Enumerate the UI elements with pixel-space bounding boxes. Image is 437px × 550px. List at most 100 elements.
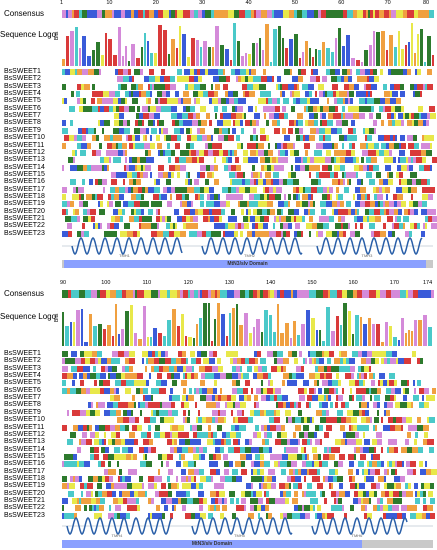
sequence-name: BsSWEET12 [4,148,45,156]
ruler-tick-label: 100 [101,280,111,286]
alignment-row [62,402,434,409]
alignment-row [62,149,437,156]
ruler-tick-label: 20 [152,0,159,6]
sequence-name: BsSWEET21 [4,497,45,504]
helix-wave [311,516,408,536]
alignment-row [62,113,436,120]
helix-wave [191,516,293,536]
sequence-name: BsSWEET8 [4,119,41,127]
alignment-row [62,186,435,193]
transmembrane-helix-track: TMH4 TMH5 TMH6 [62,516,433,538]
sequence-name: BsSWEET5 [4,379,41,387]
sequence-name: BsSWEET10 [4,134,45,142]
sequence-name: BsSWEET1 [4,68,41,75]
alignment-row [62,171,433,178]
alignment-row [62,230,433,237]
helix-wave [201,236,303,256]
sequence-name: BsSWEET22 [4,504,45,512]
ruler-tick-label: 10 [106,0,113,6]
ruler-tick-label: 140 [266,280,276,286]
alignment-row [62,505,433,512]
alignment-row [62,157,437,164]
sequence-name: BsSWEET19 [4,200,45,208]
ruler-tick-label: 130 [224,280,235,286]
sequence-name: BsSWEET20 [4,489,45,497]
alignment-row [62,490,433,497]
sequence-logo [62,300,433,346]
consensus-sequence [62,290,434,298]
helix-wave [71,236,183,256]
alignment-row [62,98,433,105]
sequence-name: BsSWEET10 [4,416,45,424]
sequence-name: BsSWEET21 [4,215,45,222]
sequence-name: BsSWEET2 [4,75,41,83]
sequence-name: BsSWEET11 [4,141,45,149]
alignment-row [62,461,433,468]
ruler-tick-label: 40 [245,0,252,6]
alignment-row [62,201,433,208]
sequence-name: BsSWEET1 [4,350,41,357]
alignment-row [62,395,435,402]
helix-label: TMH4 [112,533,124,538]
ruler-tick-label: 70 [384,0,391,6]
alignment-row [62,105,435,112]
sequence-name: BsSWEET13 [4,156,45,164]
sequence-name: BsSWEET14 [4,445,45,453]
alignment-row [62,512,435,519]
alignment-row [62,164,434,171]
alignment-row [62,439,434,446]
consensus-sequence [62,10,434,18]
sequence-name: BsSWEET7 [4,112,41,120]
alignment-row [62,142,435,149]
position-ruler: 90 100 110 120 130 140 150 160 170 174 [60,280,435,288]
sequence-name: BsSWEET6 [4,104,41,112]
sequence-name: BsSWEET3 [4,82,41,90]
ruler-tick-label: 60 [338,0,345,6]
sequence-name: BsSWEET22 [4,222,45,230]
position-ruler: 1 10 20 30 40 50 60 70 80 [60,0,435,8]
ruler-tick-label: 80 [423,0,430,6]
alignment-row [62,373,433,380]
sequence-name: BsSWEET18 [4,192,45,200]
ruler-tick-label: 120 [183,280,193,286]
sequence-name: BsSWEET23 [4,229,45,237]
sequence-name: BsSWEET11 [4,423,45,431]
alignment-row [62,193,433,200]
sequence-name: BsSWEET19 [4,482,45,490]
sequence-name: BsSWEET13 [4,438,45,446]
ruler-tick-label: 90 [60,280,67,286]
helix-label: TMH3 [362,253,374,258]
alignment-row [62,76,433,83]
alignment-row [62,446,434,453]
helix-label: TMH6 [352,533,364,538]
sequence-name: BsSWEET9 [4,408,41,416]
sequence-name: BsSWEET17 [4,467,45,475]
alignment-row [62,483,434,490]
alignment-row [62,380,433,387]
sequence-name: BsSWEET3 [4,364,41,372]
alignment-row [62,91,433,98]
ruler-tick-label: 110 [142,280,152,286]
alignment-row [62,431,434,438]
alignment-row [62,468,437,475]
alignment-panel-1: Consensus 1 10 20 30 40 50 60 70 80 Sequence Log… [0,0,437,272]
alignment-row [62,216,437,222]
alignment-row [62,223,437,230]
alignment-row [62,453,433,460]
ruler-tick-label: 30 [199,0,206,6]
ruler-tick-label: 170 [389,280,399,286]
alignment-row [62,409,433,416]
ruler-tick-label: 174 [423,280,433,286]
alignment-row [62,69,433,75]
helix-label: TMH2 [244,253,256,258]
alignment-row [62,417,435,424]
sequence-logo-label: Sequence Logo [0,312,57,321]
sequence-name: BsSWEET18 [4,474,45,482]
helix-label: TMH1 [119,253,131,258]
alignment-row [62,179,433,186]
ruler-tick-label: 150 [307,280,317,286]
alignment-row [62,83,433,90]
sequence-name: BsSWEET4 [4,90,41,98]
ruler-tick-label: 50 [291,0,298,6]
consensus-label: Consensus [4,9,45,18]
